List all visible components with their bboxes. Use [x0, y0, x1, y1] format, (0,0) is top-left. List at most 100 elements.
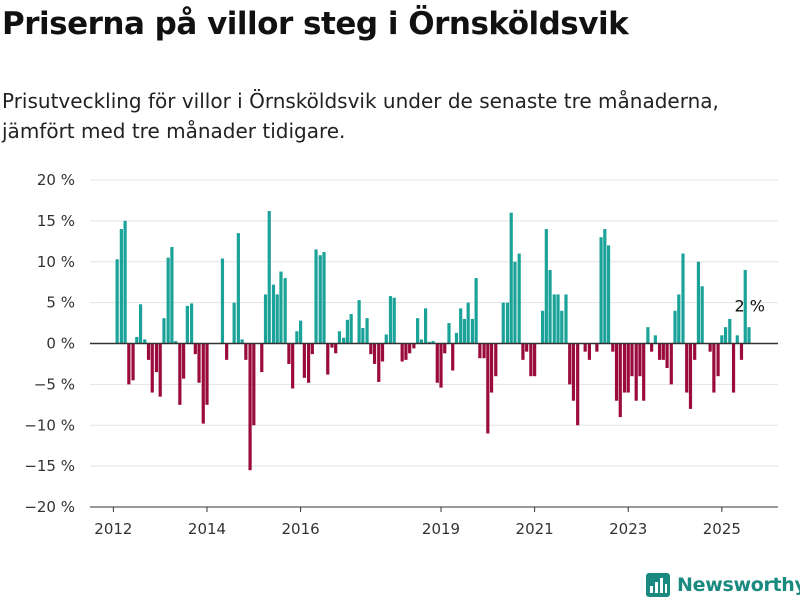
bar	[330, 343, 334, 348]
bar	[556, 294, 560, 344]
bar	[283, 278, 287, 344]
bar	[310, 343, 314, 355]
bar	[404, 343, 408, 360]
y-tick-label: −10 %	[24, 416, 75, 434]
bar	[185, 305, 189, 344]
bar	[299, 320, 303, 344]
bar	[419, 339, 423, 344]
bar	[723, 327, 728, 344]
bar	[322, 251, 326, 344]
bar	[653, 335, 657, 344]
bar	[673, 310, 677, 344]
bar	[388, 296, 393, 344]
bar	[606, 245, 611, 344]
bar	[494, 343, 498, 377]
bar	[603, 229, 607, 344]
bar	[314, 249, 318, 344]
bar	[345, 319, 350, 344]
bar	[384, 334, 388, 344]
bar	[529, 343, 533, 377]
bar	[626, 343, 630, 393]
bar	[271, 284, 276, 344]
bar	[521, 343, 525, 360]
bar	[439, 343, 443, 388]
axes	[90, 342, 778, 512]
bar	[634, 343, 638, 401]
bar	[735, 335, 739, 344]
x-tick-label: 2016	[282, 520, 320, 538]
bar	[431, 341, 435, 344]
bar	[677, 294, 681, 344]
bar	[337, 331, 342, 344]
bar	[739, 343, 744, 360]
bar	[143, 339, 147, 344]
bar	[279, 271, 283, 344]
bar	[576, 343, 580, 426]
x-tick-label: 2025	[703, 520, 741, 538]
bar	[564, 294, 568, 344]
bar	[201, 343, 205, 424]
bar	[505, 302, 510, 344]
bar	[618, 343, 622, 418]
bar	[146, 343, 151, 360]
bar	[380, 343, 385, 362]
bar	[392, 297, 396, 344]
y-tick-label: 10 %	[37, 253, 75, 271]
y-tick-label: −15 %	[24, 457, 75, 475]
bar	[154, 343, 159, 373]
bar	[150, 343, 154, 393]
bar	[583, 343, 587, 352]
bar	[372, 343, 377, 364]
bar	[365, 318, 369, 344]
bar	[552, 294, 556, 344]
bar	[119, 229, 123, 344]
bar	[501, 302, 505, 344]
bar	[178, 343, 182, 405]
bar	[342, 337, 346, 344]
bar	[225, 343, 229, 360]
bar	[416, 318, 420, 344]
bar	[162, 318, 166, 344]
y-tick-label: −20 %	[24, 498, 75, 516]
newsworthy-logo-icon	[646, 573, 670, 597]
bar	[127, 343, 131, 385]
bar	[478, 343, 482, 359]
bar	[611, 343, 615, 352]
bar	[205, 343, 209, 405]
bar	[318, 255, 322, 344]
bar	[197, 343, 201, 383]
bar	[466, 302, 470, 344]
bar	[571, 343, 576, 401]
bar	[220, 258, 225, 344]
bar	[240, 339, 244, 344]
bar	[681, 253, 685, 344]
bar	[166, 257, 170, 344]
bar	[568, 343, 572, 385]
bar	[638, 343, 642, 377]
bar	[263, 294, 268, 344]
bar	[489, 343, 494, 393]
bar	[700, 286, 704, 344]
bar	[435, 343, 439, 383]
bar	[720, 335, 724, 344]
y-tick-label: 15 %	[37, 212, 75, 230]
bar	[459, 308, 463, 344]
bar	[482, 343, 486, 359]
bar	[377, 343, 381, 382]
bar	[630, 343, 634, 377]
bar	[470, 318, 474, 344]
bar	[540, 310, 545, 344]
bar	[236, 233, 240, 344]
bar	[731, 343, 736, 393]
bar	[462, 318, 467, 344]
bar	[642, 343, 646, 401]
bar	[646, 327, 650, 344]
bar	[131, 343, 135, 381]
x-tick-label: 2023	[609, 520, 647, 538]
bar	[525, 343, 529, 352]
bar	[451, 343, 455, 371]
bar	[743, 269, 747, 344]
bar	[302, 343, 306, 378]
bar	[716, 343, 720, 377]
bar	[306, 343, 311, 383]
